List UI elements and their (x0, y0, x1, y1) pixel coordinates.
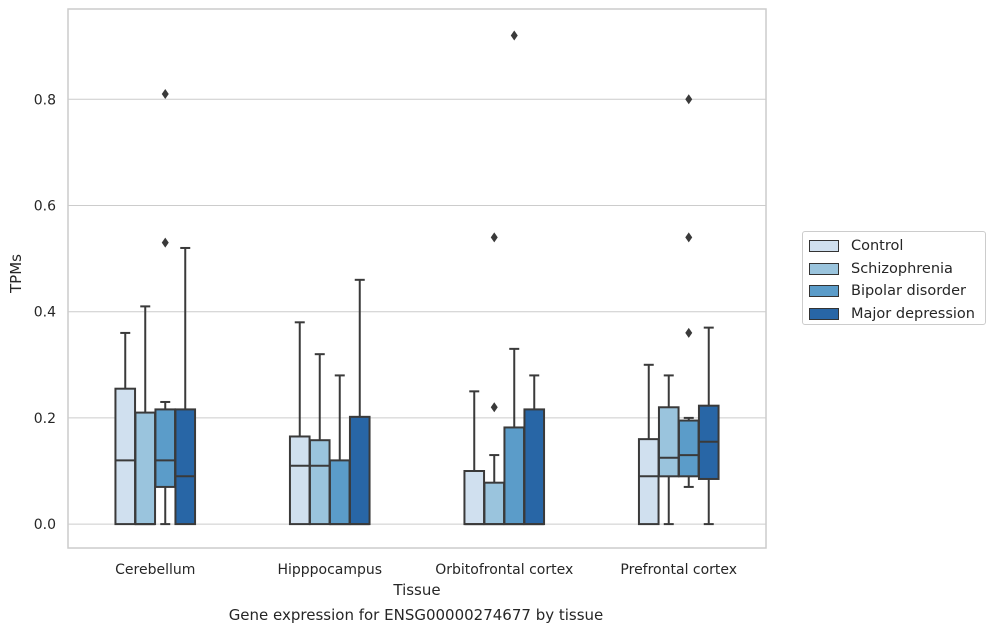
legend-item: Schizophrenia (809, 258, 979, 281)
box-2-3 (677, 419, 700, 478)
y-tick-label: 0.6 (34, 198, 56, 214)
legend-label: Major depression (851, 305, 975, 322)
legend-item: Major depression (809, 303, 979, 326)
chart-caption: Gene expression for ENSG00000274677 by t… (228, 606, 604, 624)
y-tick-label: 0.4 (34, 305, 56, 321)
y-axis-label: TPMs (7, 254, 25, 294)
box-0-3 (637, 438, 660, 526)
box-1-2 (483, 481, 506, 526)
box-0-0 (114, 387, 137, 526)
outlier-marker (161, 237, 169, 248)
box-0-1 (288, 435, 311, 526)
outlier-marker (161, 88, 169, 99)
x-tick-label: Prefrontal cortex (620, 562, 737, 578)
y-tick-label: 0.0 (34, 517, 56, 533)
plot-frame (67, 8, 767, 549)
legend-swatch (809, 307, 839, 320)
legend-swatch (809, 285, 839, 298)
outlier-marker (685, 94, 693, 105)
legend-label: Bipolar disorder (851, 283, 966, 300)
outlier-marker (685, 232, 693, 243)
box-3-0 (174, 408, 197, 526)
box-3-2 (523, 408, 546, 526)
legend-swatch (809, 240, 839, 253)
box-3-1 (348, 415, 371, 526)
legend-label: Control (851, 238, 904, 255)
outlier-marker (490, 232, 498, 243)
legend-swatch (809, 262, 839, 275)
legend-item: Bipolar disorder (809, 280, 979, 303)
box-1-0 (134, 411, 157, 526)
x-tick-label: Orbitofrontal cortex (435, 562, 573, 578)
box-1-3 (657, 406, 680, 478)
box-2-1 (328, 459, 351, 526)
x-tick-label: Hipppocampus (277, 562, 382, 578)
legend: Control Schizophrenia Bipolar disorder Majo… (802, 231, 986, 325)
outlier-marker (510, 30, 518, 41)
x-tick-label: Cerebellum (115, 562, 195, 578)
y-tick-label: 0.8 (34, 92, 56, 108)
outlier-marker (685, 327, 693, 338)
legend-item: Control (809, 235, 979, 258)
box-0-2 (463, 470, 486, 526)
legend-label: Schizophrenia (851, 260, 953, 277)
box-1-1 (308, 439, 331, 526)
outlier-marker (490, 402, 498, 413)
box-2-0 (154, 408, 177, 488)
x-axis-label: Tissue (392, 581, 440, 599)
y-tick-label: 0.2 (34, 411, 56, 427)
box-2-2 (503, 426, 526, 526)
